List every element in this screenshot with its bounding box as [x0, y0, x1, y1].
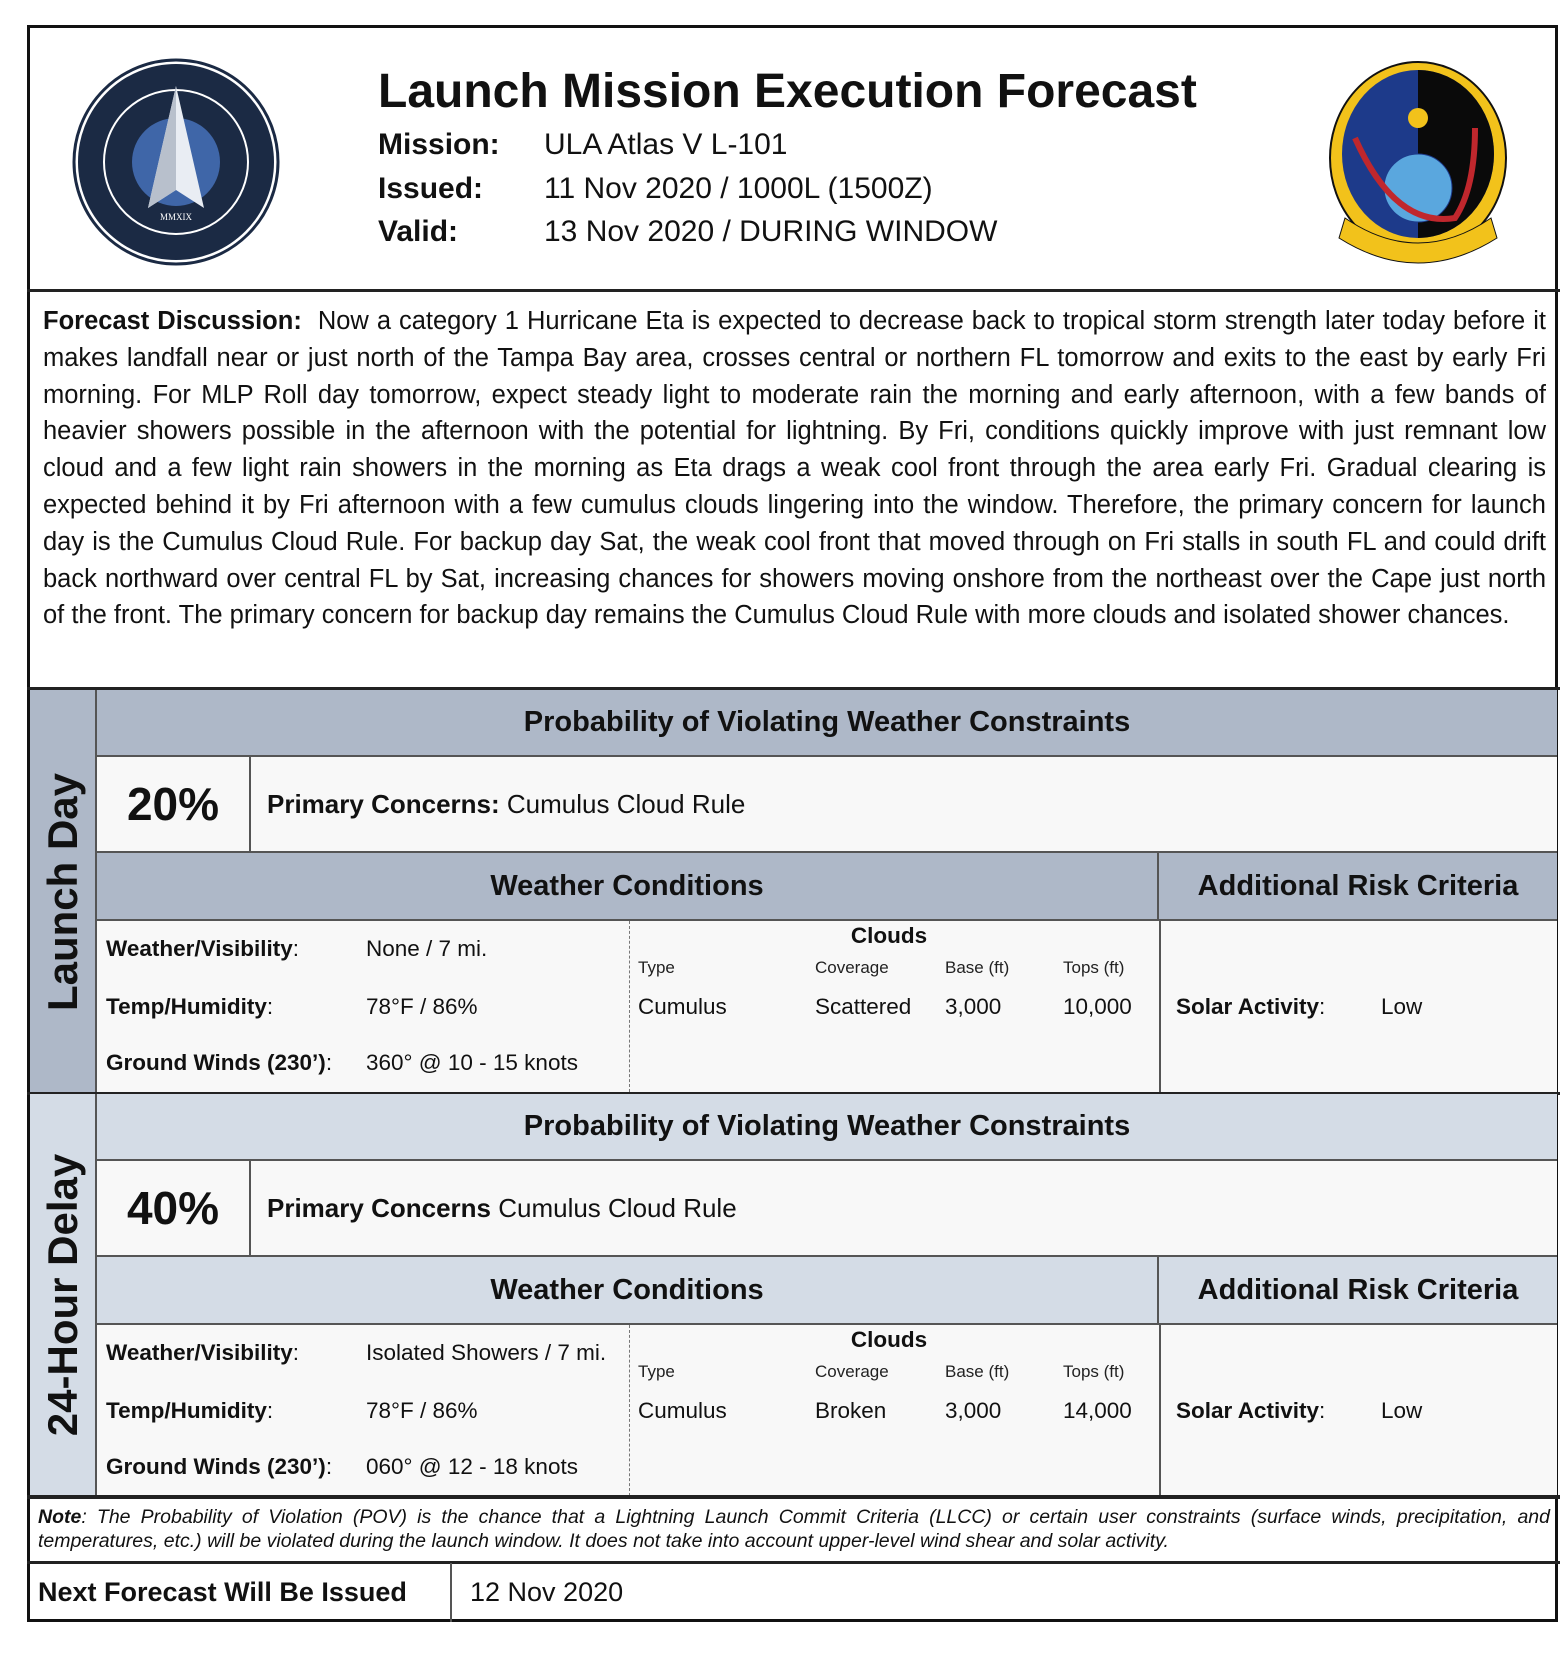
primary-concerns-value: Cumulus Cloud Rule: [498, 1192, 737, 1223]
cloud-column-header: Base (ft): [945, 958, 1010, 977]
cloud-value: Scattered: [815, 994, 912, 1019]
divider: [27, 1092, 1560, 1095]
divider: [27, 1495, 1560, 1498]
cloud-column-header: Tops (ft): [1063, 1362, 1125, 1381]
valid-label: Valid:: [378, 215, 459, 248]
pov-header: Probability of Violating Weather Constra…: [97, 1094, 1557, 1161]
pov-header: Probability of Violating Weather Constra…: [97, 690, 1557, 757]
next-forecast-date: 12 Nov 2020: [470, 1577, 624, 1607]
page-title: Launch Mission Execution Forecast: [378, 65, 1197, 118]
note-label: Note: [38, 1506, 82, 1528]
pov-value: 20%: [97, 757, 251, 853]
section-label: Launch Day: [38, 772, 86, 1011]
conditions-body: [97, 1325, 1557, 1496]
divider: [1159, 1325, 1161, 1496]
cloud-value: 3,000: [945, 994, 1002, 1019]
mission-value: ULA Atlas V L-101: [544, 128, 788, 161]
divider: [629, 1325, 630, 1496]
section-side-label: 24-Hour Delay: [30, 1094, 97, 1496]
cloud-value: 3,000: [945, 1398, 1002, 1423]
condition-label: Temp/Humidity:: [106, 1398, 274, 1423]
divider: [450, 1563, 452, 1622]
note-text: : The Probability of Violation (POV) is …: [38, 1506, 1550, 1552]
cloud-value: Cumulus: [638, 994, 727, 1019]
condition-label: Temp/Humidity:: [106, 994, 274, 1019]
condition-label: Weather/Visibility:: [106, 936, 300, 961]
condition-value: Isolated Showers / 7 mi.: [366, 1340, 607, 1365]
risk-criteria-header: Additional Risk Criteria: [1159, 1257, 1557, 1325]
cloud-value: 10,000: [1063, 994, 1132, 1019]
cloud-column-header: Coverage: [815, 958, 889, 977]
weather-conditions-header: Weather Conditions: [97, 853, 1159, 921]
issued-value: 11 Nov 2020 / 1000L (1500Z): [544, 172, 933, 205]
divider: [629, 921, 630, 1092]
conditions-body: [97, 921, 1557, 1093]
condition-value: 060° @ 12 - 18 knots: [366, 1454, 578, 1479]
primary-concerns-label: Primary Concerns:: [267, 788, 500, 819]
divider: [27, 1561, 1560, 1564]
divider: [1159, 921, 1161, 1092]
condition-label: Weather/Visibility:: [106, 1340, 300, 1365]
primary-concerns: Primary Concerns Cumulus Cloud Rule: [251, 1161, 1557, 1257]
condition-value: 78°F / 86%: [366, 1398, 478, 1423]
condition-label: Ground Winds (230’):: [106, 1454, 333, 1479]
weather-conditions-header: Weather Conditions: [97, 1257, 1159, 1325]
condition-value: 360° @ 10 - 15 knots: [366, 1050, 578, 1075]
cloud-column-header: Type: [638, 1362, 675, 1381]
primary-concerns-value: Cumulus Cloud Rule: [506, 788, 746, 819]
weather-squadron-patch-logo: [1329, 61, 1507, 264]
solar-activity-label: Solar Activity:: [1176, 1398, 1326, 1423]
clouds-title: Clouds: [850, 923, 928, 948]
mission-label: Mission:: [378, 128, 500, 161]
cloud-value: Broken: [815, 1398, 887, 1423]
risk-criteria-header: Additional Risk Criteria: [1159, 853, 1557, 921]
discussion-label: Forecast Discussion:: [43, 307, 302, 335]
cloud-value: 14,000: [1063, 1398, 1132, 1423]
issued-label: Issued:: [378, 172, 484, 205]
cloud-column-header: Base (ft): [945, 1362, 1010, 1381]
primary-concerns-label: Primary Concerns: [267, 1192, 491, 1223]
pov-value: 40%: [97, 1161, 251, 1257]
forecast-discussion: Forecast Discussion: Now a category 1 Hu…: [43, 303, 1546, 634]
valid-value: 13 Nov 2020 / DURING WINDOW: [544, 215, 998, 248]
solar-activity-label: Solar Activity:: [1176, 994, 1326, 1019]
condition-value: 78°F / 86%: [366, 994, 478, 1019]
primary-concerns: Primary Concerns: Cumulus Cloud Rule: [251, 757, 1557, 853]
cloud-value: Cumulus: [638, 1398, 727, 1423]
space-force-seal-logo: MMXIX: [72, 58, 280, 266]
cloud-column-header: Coverage: [815, 1362, 889, 1381]
section-label: 24-Hour Delay: [38, 1153, 86, 1437]
section-side-label: Launch Day: [30, 690, 97, 1093]
note: Note: The Probability of Violation (POV)…: [38, 1505, 1550, 1553]
cloud-column-header: Type: [638, 958, 675, 977]
discussion-text: Now a category 1 Hurricane Eta is expect…: [43, 307, 1546, 630]
cloud-column-header: Tops (ft): [1063, 958, 1125, 977]
clouds-title: Clouds: [850, 1327, 928, 1352]
condition-value: None / 7 mi.: [366, 936, 488, 961]
next-forecast-label: Next Forecast Will Be Issued: [38, 1577, 407, 1607]
svg-text:MMXIX: MMXIX: [160, 212, 193, 222]
condition-label: Ground Winds (230’):: [106, 1050, 333, 1075]
divider: [27, 687, 1560, 690]
solar-activity-value: Low: [1381, 1398, 1423, 1423]
divider: [27, 289, 1560, 292]
solar-activity-value: Low: [1381, 994, 1423, 1019]
